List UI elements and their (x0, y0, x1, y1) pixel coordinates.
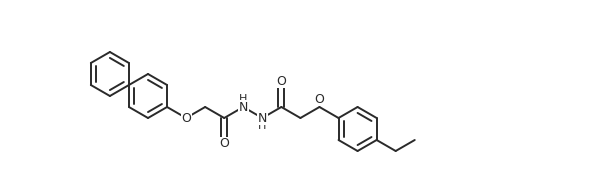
Text: O: O (219, 137, 229, 150)
Text: O: O (181, 112, 191, 125)
Text: O: O (276, 75, 286, 88)
Text: O: O (315, 92, 324, 105)
Text: N: N (258, 112, 267, 125)
Text: N: N (239, 100, 248, 113)
Text: H: H (258, 121, 267, 131)
Text: H: H (239, 94, 248, 104)
